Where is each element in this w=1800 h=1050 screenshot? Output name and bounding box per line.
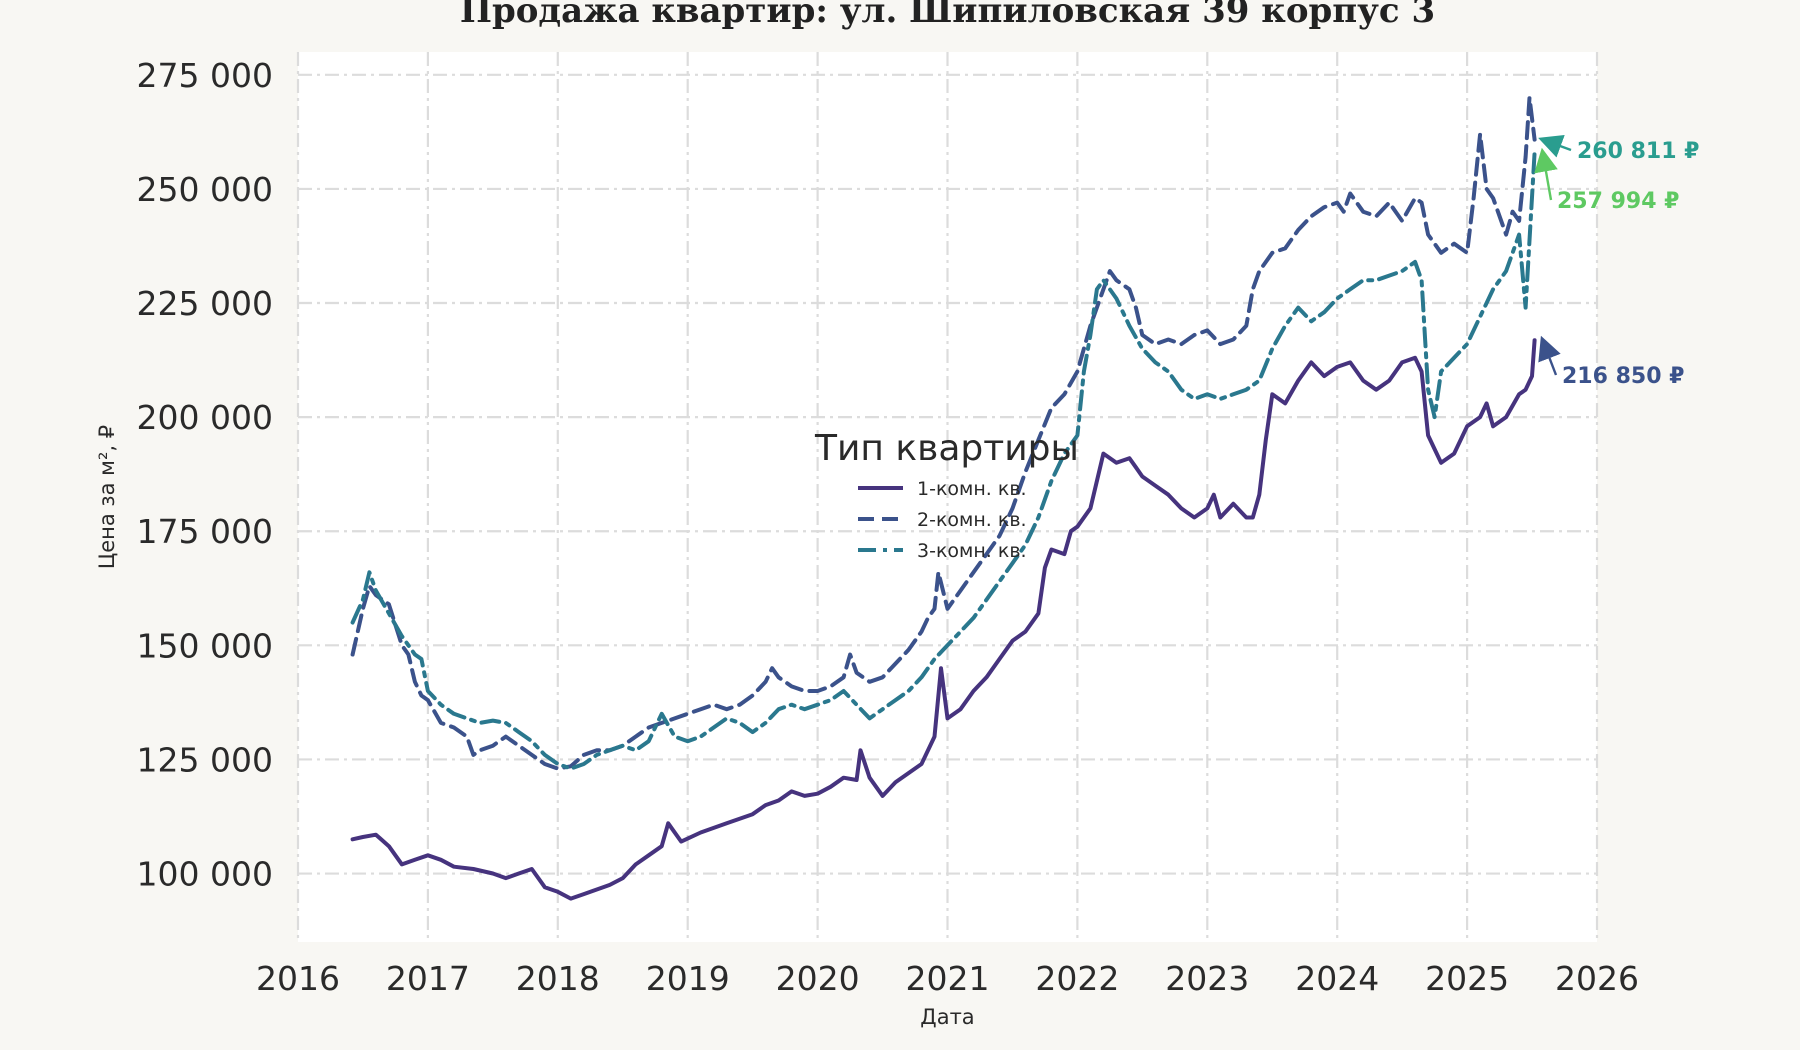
y-tick-label: 275 000: [137, 56, 273, 95]
x-tick-label: 2025: [1425, 959, 1509, 998]
legend-items: 1-комн. кв. 2-комн. кв. 3-комн. кв.: [858, 478, 1027, 562]
y-tick-label: 225 000: [137, 284, 273, 323]
x-tick-label: 2026: [1555, 959, 1639, 998]
x-tick-label: 2017: [386, 959, 470, 998]
annotation-arrow: [1534, 147, 1558, 201]
legend-label: 1-комн. кв.: [917, 478, 1027, 500]
x-tick-label: 2024: [1295, 959, 1379, 998]
legend-title: Тип квартиры: [814, 428, 1079, 469]
x-tick-label: 2016: [256, 959, 340, 998]
legend-label: 3-комн. кв.: [917, 540, 1027, 562]
y-tick-label: 150 000: [137, 626, 273, 665]
x-tick-label: 2021: [906, 959, 990, 998]
y-tick-label: 250 000: [137, 170, 273, 209]
x-tick-label: 2022: [1035, 959, 1119, 998]
annotation-label: 257 994 ₽: [1557, 189, 1679, 214]
annotation-label: 260 811 ₽: [1577, 139, 1699, 164]
y-axis-ticks: 100 000 125 000 150 000 175 000 200 000 225 0…: [137, 56, 273, 894]
series-line-1: [350, 338, 1537, 901]
y-tick-label: 200 000: [137, 398, 273, 437]
chart-title: Продажа квартир: ул. Шипиловская 39 корп…: [460, 0, 1435, 31]
x-tick-label: 2023: [1165, 959, 1249, 998]
y-axis-label: Цена за м², ₽: [95, 425, 119, 569]
series-line-3: [350, 150, 1537, 771]
x-axis-ticks: 2016 2017 2018 2019 2020 2021 2022 2023 2024 2025…: [256, 959, 1639, 998]
x-tick-label: 2020: [776, 959, 860, 998]
y-tick-label: 125 000: [137, 740, 273, 779]
annotation-arrow: [1538, 335, 1561, 376]
x-axis-label: Дата: [920, 1005, 974, 1029]
legend: Тип квартиры 1-комн. кв. 2-комн. кв. 3-ком…: [814, 428, 1079, 562]
x-tick-label: 2018: [516, 959, 600, 998]
x-tick-label: 2019: [646, 959, 730, 998]
series-line-2: [350, 95, 1537, 771]
legend-label: 2-комн. кв.: [917, 509, 1027, 531]
y-tick-label: 100 000: [137, 855, 273, 894]
annotations: 260 811 ₽ 257 994 ₽ 216 850 ₽: [1534, 134, 1699, 389]
annotation-arrow: [1538, 134, 1572, 158]
y-tick-label: 175 000: [137, 512, 273, 551]
annotation-label: 216 850 ₽: [1562, 364, 1684, 389]
series-lines: [350, 95, 1537, 901]
